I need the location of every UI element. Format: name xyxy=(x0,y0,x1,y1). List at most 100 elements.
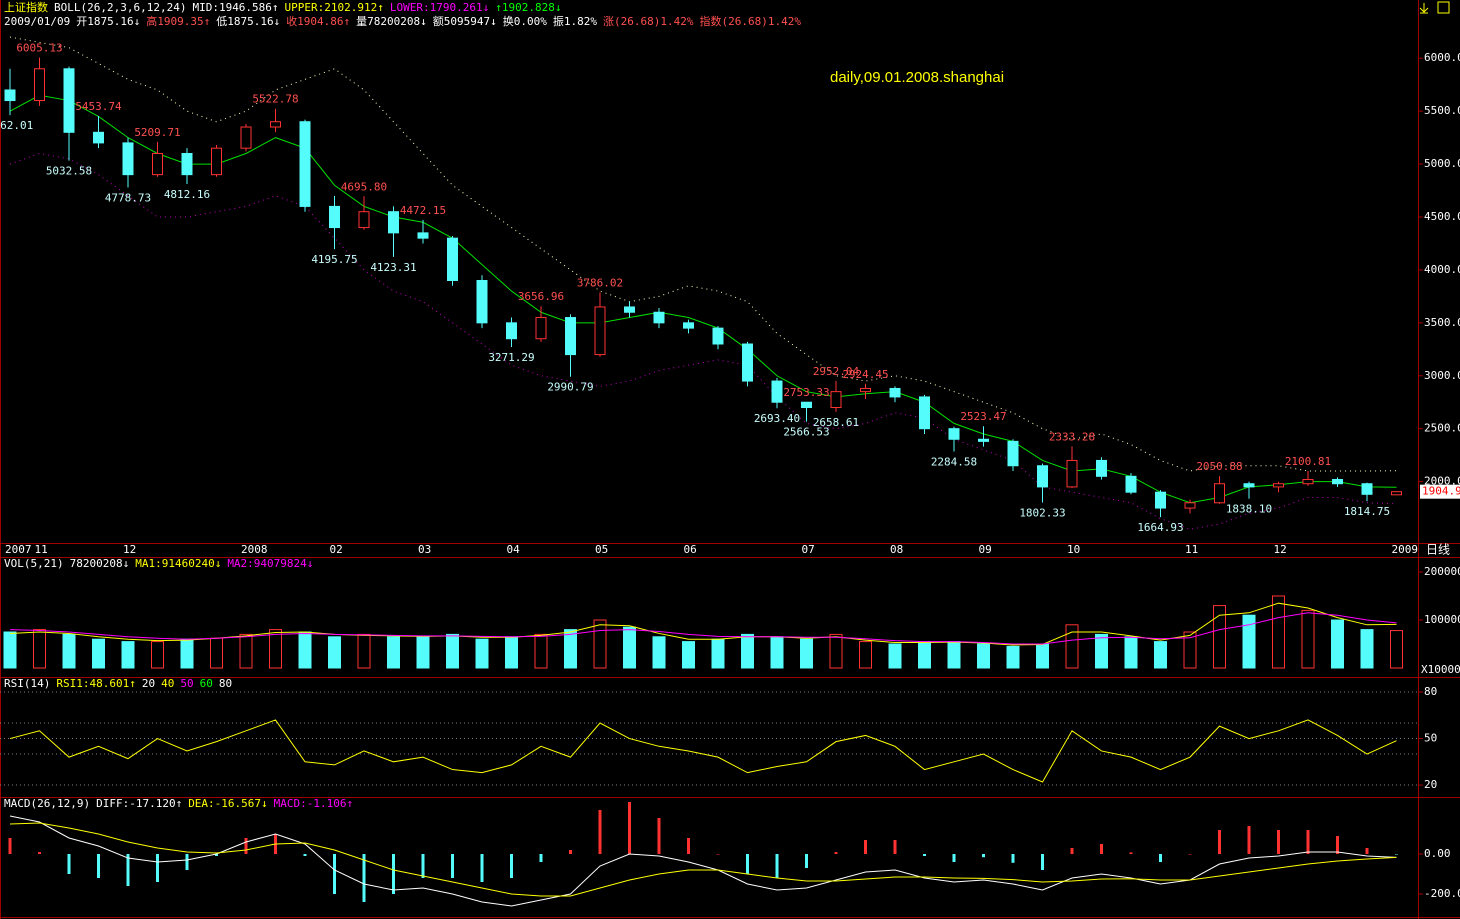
y-tick-label: 20 xyxy=(1424,778,1437,791)
candle-body xyxy=(93,131,104,144)
low-label: 2693.40 xyxy=(754,412,800,425)
low-label: 1814.75 xyxy=(1344,505,1390,518)
candle-body xyxy=(801,401,812,409)
low-label: 3271.29 xyxy=(488,351,534,364)
macd-bar xyxy=(628,802,631,854)
candle-body xyxy=(4,89,16,102)
header-item: RSI1:48.601↑ xyxy=(56,677,135,690)
macd-bar xyxy=(1041,854,1044,870)
macd-bar xyxy=(362,854,366,902)
volume-bar xyxy=(1360,629,1374,669)
volume-bar xyxy=(623,626,636,669)
high-label: 2100.81 xyxy=(1285,455,1331,468)
candle-body xyxy=(771,380,783,403)
candle-body xyxy=(34,68,45,102)
macd-bar xyxy=(1218,830,1221,854)
volume-bar xyxy=(3,631,17,669)
candle-body xyxy=(919,396,930,430)
indicator-line xyxy=(9,612,1397,645)
candle-body xyxy=(565,317,576,356)
candle-body xyxy=(299,121,311,207)
high-label: 3656.96 xyxy=(518,290,564,303)
low-label: 1838.10 xyxy=(1226,503,1272,516)
candle-body xyxy=(1155,491,1166,509)
volume-bar xyxy=(416,636,430,669)
volume-bar xyxy=(947,641,961,669)
x-tick-label: 05 xyxy=(595,543,608,556)
x-tick-label: 06 xyxy=(684,543,697,556)
macd-bar xyxy=(1159,854,1162,862)
macd-bar xyxy=(480,854,484,882)
x-tick-label: 03 xyxy=(418,543,431,556)
volume-bar xyxy=(1183,631,1197,669)
candle-body xyxy=(1037,465,1048,488)
volume-bar xyxy=(239,633,253,669)
candle-body xyxy=(358,211,370,229)
candle-body xyxy=(417,232,429,239)
header-item: VOL(5,21) xyxy=(4,557,64,570)
volume-bar xyxy=(1390,630,1403,669)
y-tick-label: 100000 xyxy=(1424,613,1460,626)
x-tick-label: 12 xyxy=(123,543,136,556)
volume-bar xyxy=(1213,605,1226,669)
indicator-line xyxy=(9,815,1397,907)
low-label: 2284.58 xyxy=(931,455,977,468)
y-tick-label: 200000 xyxy=(1424,565,1460,578)
y-tick-label: 50 xyxy=(1424,732,1437,745)
x-tick-label: 2009 xyxy=(1392,543,1419,556)
macd-bar xyxy=(451,854,454,878)
candle-body xyxy=(1125,475,1137,493)
header-item: 高1909.35↑ xyxy=(146,14,210,28)
candle-body xyxy=(948,428,960,440)
macd-bar xyxy=(244,838,248,854)
x-tick-label: 02 xyxy=(330,543,343,556)
candle-body xyxy=(594,306,606,356)
high-label: 2050.88 xyxy=(1196,460,1242,473)
volume-bar xyxy=(298,631,312,669)
macd-bar xyxy=(1306,830,1310,854)
reference-value: 60 xyxy=(200,677,213,690)
volume-bar xyxy=(800,638,813,669)
y-tick-label: 6000.00 xyxy=(1424,51,1460,64)
candle-body xyxy=(624,306,635,313)
header-item: MA2:94079824↓ xyxy=(227,557,313,570)
volume-bar xyxy=(829,633,843,669)
x-tick-label: 08 xyxy=(890,543,903,556)
volume-bar xyxy=(534,633,548,669)
macd-bar xyxy=(775,854,779,878)
macd-bar xyxy=(657,818,661,854)
volume-bar xyxy=(770,636,784,669)
volume-bar xyxy=(1242,614,1256,669)
low-label: 2990.79 xyxy=(547,381,593,394)
candle-body xyxy=(506,322,517,340)
volume-bar xyxy=(1301,609,1315,669)
menu-icon[interactable] xyxy=(1419,3,1429,14)
window-icon[interactable] xyxy=(1437,1,1450,14)
header-item: 涨(26.68)1.42% xyxy=(603,15,694,28)
high-label: 2924.45 xyxy=(842,368,888,381)
header-item: RSI(14) xyxy=(4,677,50,690)
macd-bar xyxy=(952,854,956,862)
volume-bar xyxy=(446,633,459,669)
macd-bar xyxy=(982,854,985,858)
volume-bar xyxy=(1154,641,1167,669)
volume-bar xyxy=(682,641,695,669)
candle-body xyxy=(122,142,134,176)
candle-body xyxy=(1243,483,1255,488)
candle-body xyxy=(181,152,193,176)
macd-bar xyxy=(1277,830,1280,854)
header-item: 额5095947↓ xyxy=(433,15,497,28)
low-label: 1802.33 xyxy=(1019,507,1065,520)
watermark: daily,09.01.2008.shanghai xyxy=(830,69,1004,86)
y-tick-label: -200.00 xyxy=(1424,887,1460,900)
high-label: 5453.74 xyxy=(75,100,122,113)
header-item: MACD(26,12,9) xyxy=(4,797,90,810)
candle-body xyxy=(270,121,281,128)
x-tick-label: 11 xyxy=(1185,543,1198,556)
header-item: 78200208↓ xyxy=(70,557,130,570)
candle-body xyxy=(329,205,340,229)
header-item: DEA:-16.567↓ xyxy=(188,797,267,810)
header-item: 低1875.16↓ xyxy=(216,15,280,28)
candle-body xyxy=(388,211,399,234)
